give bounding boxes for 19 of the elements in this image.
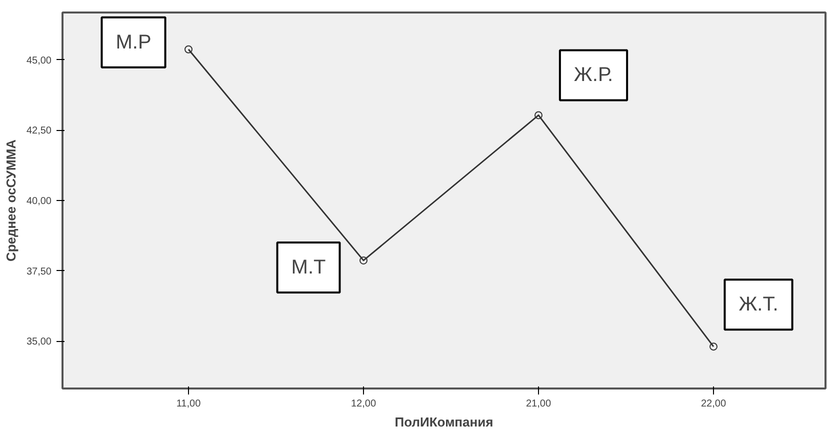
y-tick-label: 35,00	[26, 336, 52, 348]
y-tick-label: 42,50	[26, 126, 52, 137]
x-tick-label: 22,00	[700, 398, 726, 410]
y-tick-label: 40,00	[26, 196, 52, 207]
x-tick-label: 12,00	[350, 398, 376, 410]
y-axis-title: Среднее осСУММА	[3, 138, 18, 262]
point	[710, 342, 718, 351]
y-tick-label: 45,00	[26, 55, 52, 66]
annotation: М.Р	[116, 31, 152, 54]
annotation: Ж.Т.	[738, 294, 778, 316]
x-tick-label: 11,00	[176, 398, 202, 410]
point	[360, 256, 368, 264]
annotation: М.Т	[291, 256, 326, 278]
x-tick-label: 21,00	[526, 398, 552, 410]
point	[534, 111, 542, 120]
x-axis-title: ПолИКомпания	[394, 414, 494, 430]
point	[184, 45, 192, 54]
y-tick-label: 37,50	[26, 266, 52, 278]
annotation: Ж.Р.	[574, 64, 614, 86]
